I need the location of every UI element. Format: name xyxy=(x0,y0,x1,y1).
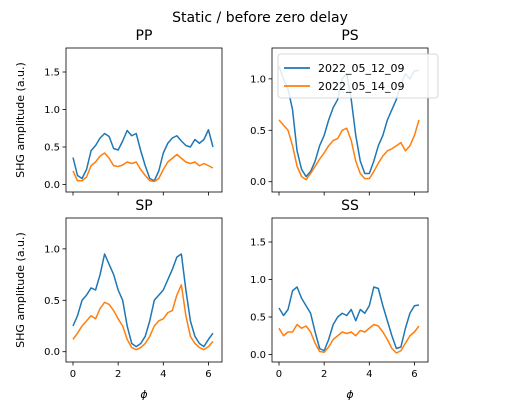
axes-frame xyxy=(271,217,429,363)
y-tick-label: 1.0 xyxy=(250,74,266,85)
legend-box xyxy=(277,53,439,99)
axes-frame xyxy=(65,217,223,363)
panel-ss: 0.0 0.5 1.0 1.5 0 2 4 6 SS ϕ xyxy=(250,198,429,401)
series-line-2022_05_14_09 xyxy=(278,119,420,181)
legend-entry-label: 2022_05_12_09 xyxy=(318,62,405,75)
x-tick-label: 4 xyxy=(366,369,372,380)
series-line-2022_05_14_09 xyxy=(278,323,420,354)
y-tick-label: 1.5 xyxy=(250,238,266,249)
series-line-2022_05_12_09 xyxy=(72,253,214,348)
series-line-2022_05_12_09 xyxy=(278,286,420,352)
y-tick-label: 0.0 xyxy=(44,347,60,358)
x-tick-label: 0 xyxy=(276,369,282,380)
y-tick-label: 0.5 xyxy=(250,313,266,324)
panel-title: SS xyxy=(341,198,359,214)
y-tick-label: 0.0 xyxy=(250,177,266,188)
y-tick-label: 0.5 xyxy=(250,126,266,137)
series-line-2022_05_12_09 xyxy=(72,129,214,182)
y-tick-label: 1.5 xyxy=(44,68,60,79)
series-line-2022_05_14_09 xyxy=(72,284,214,351)
y-tick-label: 1.0 xyxy=(44,105,60,116)
y-tick-label: 0.5 xyxy=(44,143,60,154)
x-tick-label: 2 xyxy=(115,369,121,380)
y-axis-label: SHG amplitude (a.u.) xyxy=(14,232,27,348)
y-tick-label: 0.0 xyxy=(44,180,60,191)
y-tick-label: 1.0 xyxy=(44,244,60,255)
x-tick-label: 6 xyxy=(411,369,417,380)
panel-pp: 0.0 0.5 1.0 1.5 PP SHG amplitude (a.u.) xyxy=(14,28,223,196)
y-tick-label: 0.0 xyxy=(250,350,266,361)
panel-sp: 0.0 0.5 1.0 0 2 4 6 SP ϕ SHG amplitude (a.u.) xyxy=(14,198,223,401)
panel-ps: 0.0 0.5 1.0 PS xyxy=(250,28,429,196)
legend-entry-label: 2022_05_14_09 xyxy=(318,80,405,93)
panel-title: PP xyxy=(136,28,153,44)
x-tick-label: 4 xyxy=(160,369,166,380)
axes-frame xyxy=(65,47,223,193)
series-line-2022_05_14_09 xyxy=(72,152,214,183)
x-axis-label: ϕ xyxy=(140,388,147,401)
x-tick-label: 0 xyxy=(70,369,76,380)
panel-title: PS xyxy=(341,28,358,44)
y-axis-label: SHG amplitude (a.u.) xyxy=(14,62,27,178)
legend: 2022_05_12_09 2022_05_14_09 xyxy=(277,53,439,99)
axes-frame xyxy=(271,47,429,193)
y-tick-label: 1.0 xyxy=(250,275,266,286)
x-axis-label: ϕ xyxy=(346,388,353,401)
panel-title: SP xyxy=(135,198,152,214)
x-tick-label: 2 xyxy=(321,369,327,380)
x-tick-label: 6 xyxy=(205,369,211,380)
y-tick-label: 0.5 xyxy=(44,296,60,307)
figure-suptitle: Static / before zero delay xyxy=(172,10,348,26)
